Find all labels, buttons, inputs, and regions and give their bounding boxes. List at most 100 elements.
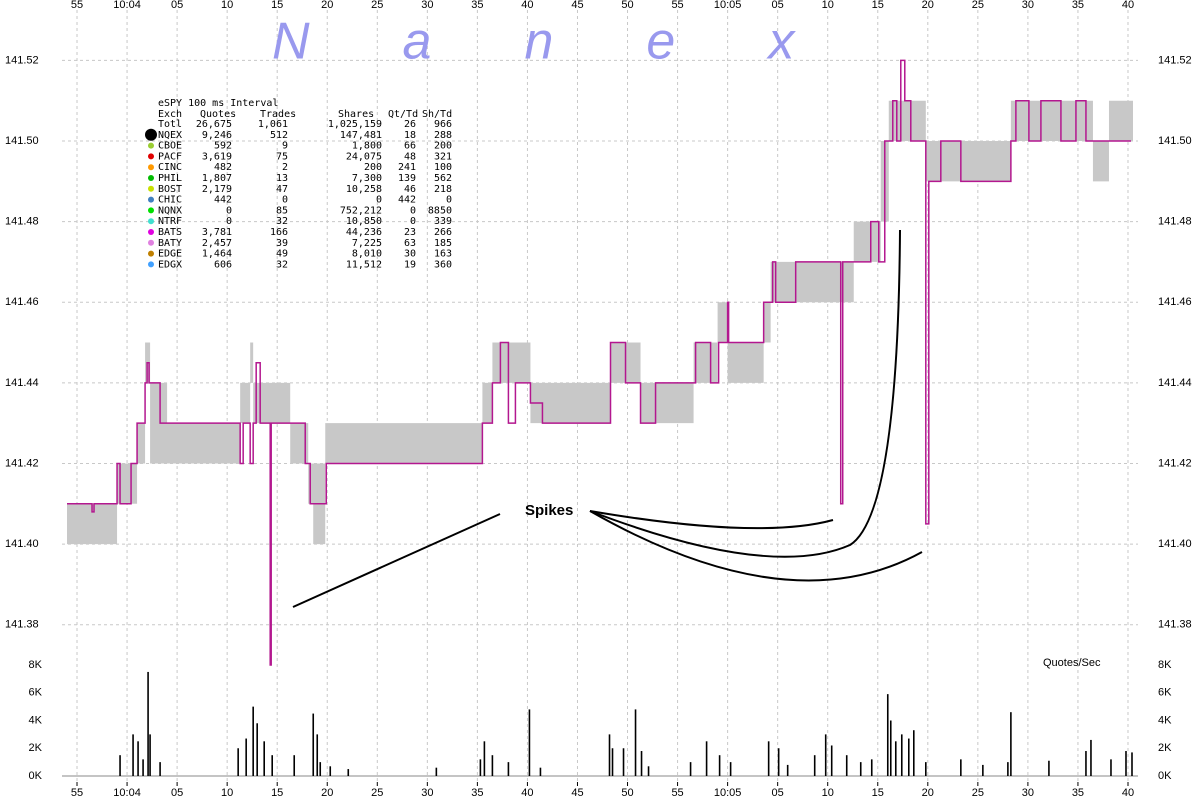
callout-line (589, 510, 834, 530)
table-cell: 0 (282, 195, 288, 206)
table-header: Shares (338, 109, 374, 120)
table-cell: 26,675 (196, 119, 232, 130)
x-tick-label: 05 (171, 0, 183, 11)
trade-line (67, 59, 1131, 666)
table-cell: 66 (404, 141, 416, 152)
table-cell: 11,512 (346, 259, 382, 270)
legend-marker (145, 128, 157, 141)
table-cell: CHIC (158, 195, 182, 206)
table-cell: 0 (410, 216, 416, 227)
legend-marker (148, 142, 154, 149)
watermark: Nanex (272, 13, 887, 71)
table-cell: 39 (276, 238, 288, 249)
x-tick-label: 05 (772, 0, 784, 11)
x-tick-label: 15 (271, 0, 283, 11)
x-tick-label: 15 (872, 0, 884, 11)
table-cell: 2,179 (202, 184, 232, 195)
y-tick-label: 0K (29, 770, 43, 782)
x-tick-label: 45 (571, 0, 583, 11)
table-cell: NQEX (158, 130, 182, 141)
table-header: Exch (158, 109, 182, 120)
table-cell: EDGE (158, 249, 182, 260)
table-cell: NTRF (158, 216, 182, 227)
x-tick-label: 05 (772, 787, 784, 799)
x-tick-label: 30 (1022, 0, 1034, 11)
x-tick-label: 50 (621, 0, 633, 11)
x-tick-label: 30 (1022, 787, 1034, 799)
legend-marker (148, 175, 154, 181)
table-cell: 200 (434, 141, 452, 152)
x-tick-label: 40 (1122, 787, 1134, 799)
table-cell: PACF (158, 151, 182, 162)
table-cell: 8,010 (352, 249, 382, 260)
table-cell: 3,619 (202, 151, 232, 162)
table-title: eSPY 100 ms Interval (158, 98, 278, 109)
table-cell: 562 (434, 173, 452, 184)
table-cell: 100 (434, 162, 452, 173)
x-tick-label: 25 (972, 787, 984, 799)
table-cell: 0 (376, 195, 382, 206)
table-cell: 13 (276, 173, 288, 184)
y-tick-label: 8K (1158, 659, 1172, 671)
y-tick-label: 141.44 (5, 377, 39, 389)
x-tick-label: 25 (371, 0, 383, 11)
spike-callouts (292, 229, 923, 608)
legend-marker (148, 261, 154, 268)
x-tick-label: 25 (972, 0, 984, 11)
table-cell: 592 (214, 141, 232, 152)
x-tick-label: 40 (521, 0, 533, 11)
table-cell: 10,850 (346, 216, 382, 227)
x-tick-label: 10 (822, 0, 834, 11)
table-cell: EDGX (158, 259, 182, 270)
stats-table: Exch Quotes Trades Shares Qt/Td Sh/Td Totl 26,6… (145, 109, 452, 270)
table-cell: 200 (364, 162, 382, 173)
x-tick-label: 20 (321, 787, 333, 799)
table-cell: 44,236 (346, 227, 382, 238)
table-cell: 0 (226, 205, 232, 216)
y-tick-label: 4K (29, 714, 43, 726)
table-cell: 321 (434, 151, 452, 162)
x-tick-label: 05 (171, 787, 183, 799)
x-tick-label: 30 (421, 787, 433, 799)
x-tick-label: 35 (1072, 787, 1084, 799)
x-tick-label: 35 (471, 787, 483, 799)
legend-marker (148, 185, 154, 192)
legend-marker (148, 164, 154, 171)
x-tick-label: 55 (671, 787, 683, 799)
table-cell: 32 (276, 216, 288, 227)
table-cell: BATY (158, 238, 182, 249)
y-tick-label: 141.50 (5, 135, 39, 147)
x-tick-label: 55 (71, 787, 83, 799)
y-tick-label: 141.44 (1158, 377, 1192, 389)
table-cell: 9,246 (202, 130, 232, 141)
x-tick-label: 45 (571, 787, 583, 799)
legend-marker (148, 153, 154, 160)
table-cell: BATS (158, 227, 182, 238)
y-tick-label: 141.38 (5, 619, 39, 631)
table-cell: 10,258 (346, 184, 382, 195)
table-header: Trades (260, 109, 296, 120)
y-tick-label: 141.48 (5, 216, 39, 228)
table-cell: 23 (404, 227, 416, 238)
y-tick-label: 141.50 (1158, 135, 1192, 147)
table-cell: 8850 (428, 205, 452, 216)
x-tick-label: 10:05 (714, 787, 742, 799)
table-cell: 1,025,159 (328, 119, 382, 130)
x-tick-label: 10:05 (714, 0, 742, 11)
y-tick-label: 141.38 (1158, 619, 1192, 631)
table-cell: 147,481 (340, 130, 382, 141)
table-cell: 139 (398, 173, 416, 184)
legend-marker (148, 196, 154, 203)
table-cell: 63 (404, 238, 416, 249)
table-cell: 7,300 (352, 173, 382, 184)
table-cell: 7,225 (352, 238, 382, 249)
x-tick-label: 40 (521, 787, 533, 799)
x-tick-label: 15 (271, 787, 283, 799)
y-tick-label: 141.42 (5, 457, 39, 469)
y-tick-label: 4K (1158, 714, 1172, 726)
table-cell: NQNX (158, 205, 182, 216)
y-tick-label: 0K (1158, 770, 1172, 782)
y-tick-label: 141.48 (1158, 216, 1192, 228)
table-cell: CINC (158, 162, 182, 173)
